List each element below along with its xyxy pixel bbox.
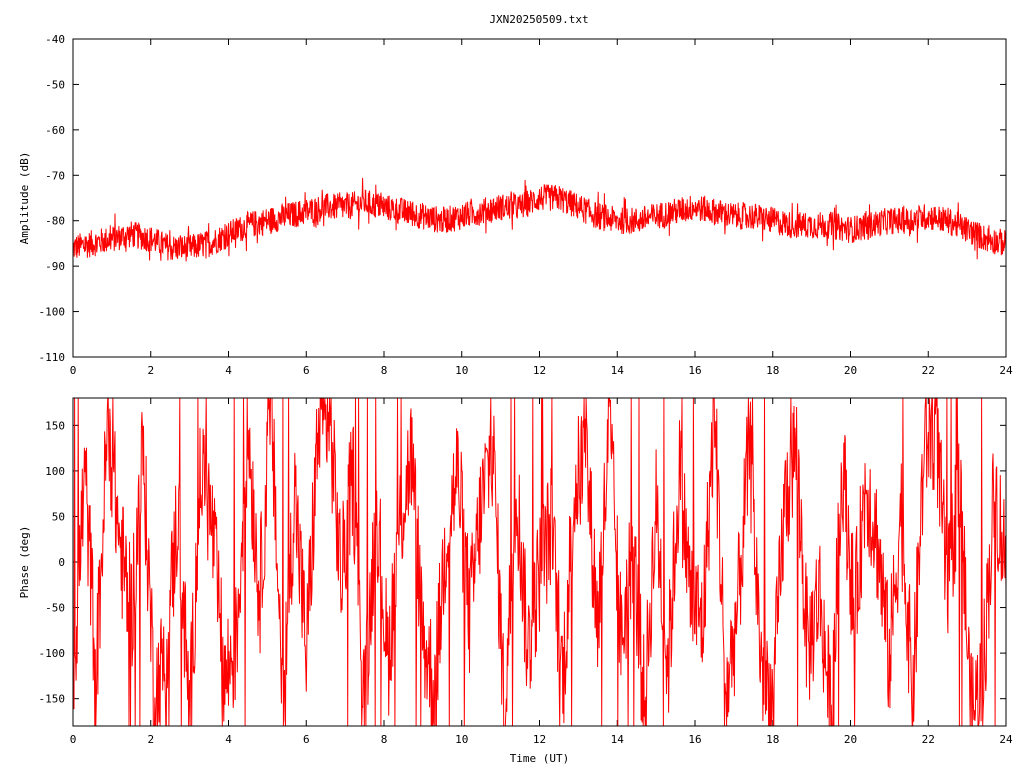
x-tick-label: 4	[225, 733, 232, 746]
y-axis-label: Phase (deg)	[18, 526, 31, 599]
y-tick-label: 50	[52, 510, 65, 523]
x-tick-label: 18	[766, 733, 779, 746]
x-tick-label: 18	[766, 364, 779, 377]
x-tick-label: 22	[922, 364, 935, 377]
plot-frame-top	[72, 38, 1007, 358]
x-tick-label: 2	[147, 733, 154, 746]
x-tick-label: 20	[844, 364, 857, 377]
y-tick-label: -50	[45, 78, 65, 91]
y-tick-label: -50	[45, 602, 65, 615]
y-tick-label: -100	[39, 306, 66, 319]
x-tick-label: 8	[381, 364, 388, 377]
x-tick-label: 2	[147, 364, 154, 377]
x-tick-label: 0	[70, 364, 77, 377]
x-tick-label: 6	[303, 733, 310, 746]
x-tick-label: 4	[225, 364, 232, 377]
x-tick-label: 14	[611, 733, 625, 746]
y-axis-label: Amplitude (dB)	[18, 152, 31, 245]
y-tick-label: -60	[45, 124, 65, 137]
x-tick-label: 10	[455, 364, 468, 377]
x-tick-label: 16	[688, 733, 701, 746]
x-tick-label: 24	[999, 364, 1013, 377]
amplitude-panel: 0 2 4 6 8 10 12 14 16 18 20 22 24-40-50-60-70-80-90-…	[18, 33, 1013, 377]
y-tick-label: -70	[45, 169, 65, 182]
x-tick-label: 6	[303, 364, 310, 377]
chart-title: JXN20250509.txt	[489, 13, 588, 26]
y-tick-label: -90	[45, 260, 65, 273]
y-tick-label: -80	[45, 215, 65, 228]
series-line	[73, 177, 1006, 262]
x-tick-label: 12	[533, 364, 546, 377]
y-tick-label: -40	[45, 33, 65, 46]
y-tick-label: -150	[39, 693, 66, 706]
x-tick-label: 22	[922, 733, 935, 746]
x-tick-label: 12	[533, 733, 546, 746]
x-tick-label: 24	[999, 733, 1013, 746]
phase-panel: 0 2 4 6 8 10 12 14 16 18 20 22 24150100500-50-100-15…	[18, 397, 1013, 765]
x-tick-label: 14	[611, 364, 625, 377]
x-tick-label: 20	[844, 733, 857, 746]
x-axis-label: Time (UT)	[510, 752, 570, 765]
x-tick-label: 8	[381, 733, 388, 746]
x-tick-label: 16	[688, 364, 701, 377]
y-tick-label: 100	[45, 465, 65, 478]
y-tick-label: 150	[45, 419, 65, 432]
x-tick-label: 0	[70, 733, 77, 746]
series-line	[73, 398, 1006, 726]
y-tick-label: -100	[39, 647, 66, 660]
x-tick-label: 10	[455, 733, 468, 746]
y-tick-label: -110	[39, 351, 66, 364]
plot-frame-top	[72, 397, 1007, 727]
y-tick-label: 0	[58, 556, 65, 569]
